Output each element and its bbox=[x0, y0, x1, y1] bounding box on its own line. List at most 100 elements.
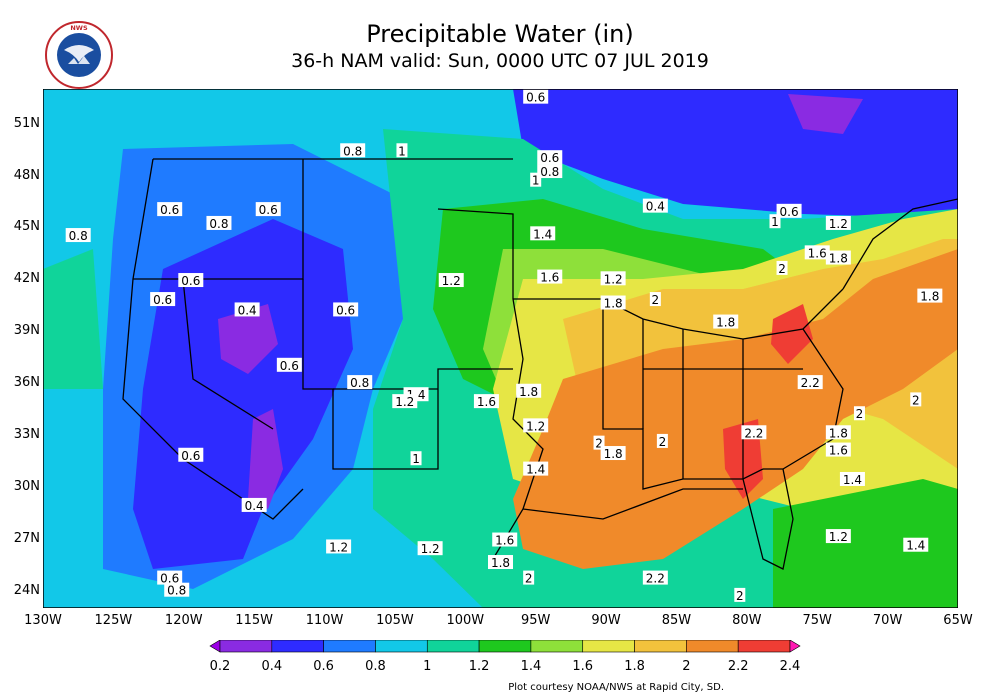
contour-label: 1.2 bbox=[825, 215, 851, 231]
pw-band-great-basin-0.4 bbox=[218, 304, 278, 374]
nws-logo: NWS bbox=[44, 20, 114, 90]
svg-text:2.2: 2.2 bbox=[646, 572, 665, 586]
svg-text:1.2: 1.2 bbox=[829, 530, 848, 544]
svg-text:2: 2 bbox=[652, 293, 660, 307]
svg-text:1.8: 1.8 bbox=[716, 316, 735, 330]
lon-tick-label: 125W bbox=[94, 613, 133, 628]
contour-label: 0.6 bbox=[537, 150, 563, 165]
svg-text:0.6: 0.6 bbox=[160, 203, 179, 217]
pw-band-baja-0.4 bbox=[248, 409, 283, 509]
svg-text:1.6: 1.6 bbox=[829, 444, 848, 458]
lat-tick-label: 27N bbox=[13, 530, 40, 546]
contour-label: 1.2 bbox=[417, 541, 443, 556]
svg-text:0.6: 0.6 bbox=[780, 205, 799, 219]
colorbar-boxes bbox=[209, 640, 801, 653]
colorbar-box bbox=[271, 640, 324, 653]
contour-label: 1.2 bbox=[523, 418, 549, 433]
lat-tick-label: 39N bbox=[13, 323, 40, 339]
svg-text:0.4: 0.4 bbox=[238, 303, 257, 317]
svg-text:1: 1 bbox=[412, 452, 420, 466]
contour-label: 2 bbox=[656, 433, 668, 449]
precipitable-water-map: 0.60.8 1 0.60.810.60.80.60.80.4 0.61 1.21.41… bbox=[43, 89, 958, 608]
contour-label: 1.8 bbox=[825, 425, 851, 440]
lon-tick-label: 120W bbox=[164, 613, 203, 628]
svg-text:0.4: 0.4 bbox=[245, 499, 264, 513]
svg-text:1.8: 1.8 bbox=[491, 556, 510, 570]
contour-label: 1.8 bbox=[917, 288, 943, 304]
contour-label: 2.2 bbox=[797, 375, 823, 390]
contour-label: 1 bbox=[396, 143, 408, 158]
contour-label: 1.6 bbox=[492, 532, 518, 548]
contour-label: 2 bbox=[649, 292, 661, 307]
svg-text:0.6: 0.6 bbox=[280, 359, 299, 373]
colorbar-box bbox=[737, 640, 791, 653]
colorbar-tick-label: 1.6 bbox=[572, 659, 593, 674]
svg-text:0.8: 0.8 bbox=[343, 144, 362, 158]
svg-text:0.8: 0.8 bbox=[350, 376, 369, 390]
svg-text:2: 2 bbox=[778, 262, 786, 276]
colorbar-tick-label: 0.2 bbox=[210, 659, 231, 674]
contour-label: 1.2 bbox=[392, 394, 418, 409]
pw-band-canada-0.4 bbox=[788, 94, 863, 134]
contour-label: 1.8 bbox=[825, 250, 851, 266]
svg-text:1.6: 1.6 bbox=[540, 271, 559, 285]
lon-tick-label: 65W bbox=[943, 613, 973, 628]
pw-band-midatlantic-2.4 bbox=[771, 304, 813, 364]
lat-tick-label: 45N bbox=[13, 219, 40, 235]
lat-tick-label: 33N bbox=[13, 427, 40, 442]
contour-label: 0.8 bbox=[347, 375, 373, 390]
lon-tick-label: 80W bbox=[732, 613, 762, 628]
svg-text:0.8: 0.8 bbox=[540, 165, 559, 179]
svg-text:0.6: 0.6 bbox=[336, 303, 355, 317]
colorbar-tick-label: 1.8 bbox=[624, 659, 645, 674]
svg-text:2: 2 bbox=[736, 589, 744, 603]
contour-label: 1.6 bbox=[804, 245, 830, 260]
lat-tick-label: 24N bbox=[13, 582, 40, 598]
map-subtitle: 36-h NAM valid: Sun, 0000 UTC 07 JUL 201… bbox=[291, 50, 709, 72]
svg-text:0.6: 0.6 bbox=[153, 293, 172, 307]
colorbar-box bbox=[219, 640, 273, 653]
svg-text:0.4: 0.4 bbox=[646, 200, 665, 214]
contour-label: 2 bbox=[910, 392, 922, 407]
contour-label: 0.8 bbox=[206, 215, 232, 231]
plot-credit: Plot courtesy NOAA/NWS at Rapid City, SD… bbox=[508, 682, 724, 693]
colorbar-tick-label: 2.4 bbox=[780, 659, 801, 674]
contour-label: 0.4 bbox=[241, 497, 267, 513]
colorbar-tick-label: 1.2 bbox=[469, 659, 490, 674]
contour-label: 2.2 bbox=[642, 570, 668, 586]
svg-text:1.8: 1.8 bbox=[519, 385, 538, 399]
contour-label: 1.2 bbox=[600, 271, 626, 286]
contour-label: 0.6 bbox=[178, 447, 204, 463]
colorbar: 0.2 0.4 0.6 0.8 1 1.2 1.4 1.6 1.8 2 2.2 2.4 bbox=[209, 640, 801, 674]
colorbar-box bbox=[375, 640, 428, 653]
contour-label: 1.4 bbox=[523, 461, 549, 477]
lon-tick-label: 130W bbox=[24, 613, 62, 628]
svg-text:1.2: 1.2 bbox=[329, 540, 348, 554]
svg-text:0.8: 0.8 bbox=[69, 229, 88, 243]
svg-text:1: 1 bbox=[532, 174, 540, 188]
contour-label: 1.4 bbox=[839, 471, 865, 487]
svg-text:0.6: 0.6 bbox=[259, 203, 278, 217]
contour-label: 1.2 bbox=[438, 273, 464, 288]
svg-text:1.6: 1.6 bbox=[477, 395, 496, 409]
svg-text:1.2: 1.2 bbox=[421, 542, 440, 556]
svg-text:0.6: 0.6 bbox=[181, 449, 200, 463]
colorbar-box bbox=[323, 640, 376, 653]
colorbar-tick-labels: 0.2 0.4 0.6 0.8 1 1.2 1.4 1.6 1.8 2 2.2 2.4 bbox=[210, 659, 801, 674]
svg-text:1.8: 1.8 bbox=[604, 297, 623, 311]
colorbar-tick-label: 2 bbox=[682, 659, 690, 674]
lat-tick-label: 48N bbox=[13, 167, 40, 183]
contour-label: 1 bbox=[530, 172, 542, 188]
svg-text:1.2: 1.2 bbox=[526, 419, 545, 433]
svg-text:1.2: 1.2 bbox=[604, 272, 623, 286]
contour-label: 1 bbox=[769, 214, 781, 229]
lon-tick-label: 75W bbox=[802, 613, 832, 628]
lat-tick-label: 36N bbox=[13, 375, 40, 391]
lon-tick-label: 105W bbox=[376, 613, 414, 628]
svg-text:1.2: 1.2 bbox=[395, 395, 414, 409]
contour-label-layer: 0.60.8 1 0.60.810.60.80.60.80.4 0.61 1.21.41… bbox=[65, 89, 943, 603]
pw-band-atlantic-1.4 bbox=[773, 479, 958, 608]
colorbar-tick-label: 1.4 bbox=[521, 659, 542, 674]
contour-label: 2 bbox=[776, 260, 788, 276]
colorbar-tick-label: 2.2 bbox=[728, 659, 749, 674]
